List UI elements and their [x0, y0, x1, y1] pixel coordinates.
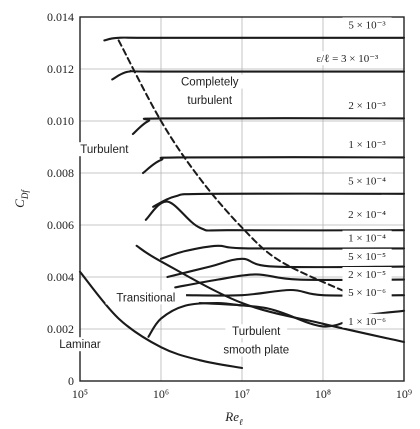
curve-label-10: 1 × 10⁻⁶ — [348, 316, 386, 328]
curve-label-bg-6 — [342, 230, 392, 245]
region-label-bg-0 — [175, 74, 244, 89]
y-tick-label-1: 0.002 — [47, 322, 74, 336]
y-tick-label-3: 0.006 — [47, 218, 74, 232]
series-line-3-1-10 — [141, 156, 406, 175]
region-label-bg-3 — [105, 290, 187, 305]
curve-label-0: 5 × 10⁻³ — [348, 19, 386, 31]
series-line-4-5-10 — [152, 192, 406, 208]
series-line-1-3-10 — [111, 69, 406, 81]
curve-label-bg-1 — [306, 51, 389, 66]
curve-label-8: 2 × 10⁻⁵ — [348, 269, 386, 281]
region-label-0: Completely — [181, 77, 239, 89]
curve-label-bg-2 — [342, 98, 392, 112]
curve-label-3: 1 × 10⁻³ — [348, 139, 386, 151]
y-tick-label-4: 0.008 — [47, 166, 74, 180]
x-tick-label-2: 10⁷ — [234, 387, 250, 401]
curve-label-1: ε/ℓ = 3 × 10⁻³ — [316, 53, 379, 65]
x-tick-label-4: 10⁹ — [396, 387, 412, 401]
x-axis-title: Reℓ — [224, 409, 243, 427]
region-label-1: turbulent — [187, 95, 233, 107]
region-label-bg-4 — [55, 337, 105, 352]
curve-label-bg-5 — [342, 207, 392, 222]
curve-label-bg-10 — [342, 313, 392, 328]
region-label-bg-6 — [216, 342, 297, 357]
series-line-5-2-10 — [144, 200, 406, 232]
curve-label-bg-3 — [342, 137, 392, 151]
y-tick-label-6: 0.012 — [47, 62, 74, 76]
series-line-13-laminar — [78, 270, 244, 370]
x-tick-label-1: 10⁶ — [153, 387, 169, 401]
region-label-bg-1 — [178, 92, 241, 107]
curve-label-9: 5 × 10⁻⁶ — [348, 287, 386, 299]
y-axis-title: CDf — [12, 189, 30, 208]
x-tick-label-3: 10⁸ — [315, 387, 331, 401]
plot-frame — [79, 16, 405, 382]
series-line-11-turbulent-smooth-plate — [135, 244, 406, 344]
series-line-6-1-10 — [159, 244, 406, 260]
curve-label-bg-8 — [342, 267, 392, 281]
curve-label-bg-0 — [342, 17, 392, 32]
series-line-2-2-10 — [131, 117, 406, 136]
curve-label-bg-7 — [342, 248, 392, 263]
x-tick-label-0: 10⁵ — [72, 387, 88, 401]
y-tick-label-5: 0.010 — [47, 114, 74, 128]
y-tick-label-7: 0.014 — [47, 10, 74, 24]
series-line-14-completely-turbulent-boundary — [117, 39, 349, 294]
x-axis-title-subscript: ℓ — [239, 417, 243, 427]
region-label-3: Transitional — [116, 292, 175, 304]
y-axis-title-subscript: Df — [20, 189, 30, 200]
labels-group: 10⁵ 10⁶ 10⁷ 10⁸ 10⁹ 0 0.002 0.004 0.006 0.008 0.01… — [12, 10, 412, 427]
y-tick-label-0: 0 — [68, 374, 74, 388]
series-line-0-5-10 — [103, 36, 406, 42]
region-label-bg-5 — [225, 324, 288, 339]
series-line-12-transitional — [147, 301, 244, 338]
y-tick-label-2: 0.004 — [47, 270, 74, 284]
region-label-5: Turbulent — [232, 326, 281, 338]
region-label-bg-2 — [73, 142, 136, 157]
curve-label-5: 2 × 10⁻⁴ — [348, 209, 386, 221]
curve-label-6: 1 × 10⁻⁴ — [348, 233, 386, 245]
curve-label-4: 5 × 10⁻⁴ — [348, 175, 386, 187]
region-label-2: Turbulent — [80, 144, 129, 156]
curve-label-bg-9 — [342, 285, 392, 300]
curve-label-bg-4 — [342, 173, 392, 188]
region-label-4: Laminar — [59, 339, 101, 351]
series-line-7-5-10 — [166, 257, 406, 279]
curve-label-7: 5 × 10⁻⁵ — [348, 251, 386, 263]
region-label-6: smooth plate — [223, 344, 289, 356]
plot-border — [79, 16, 405, 382]
curve-label-2: 2 × 10⁻³ — [348, 100, 386, 112]
